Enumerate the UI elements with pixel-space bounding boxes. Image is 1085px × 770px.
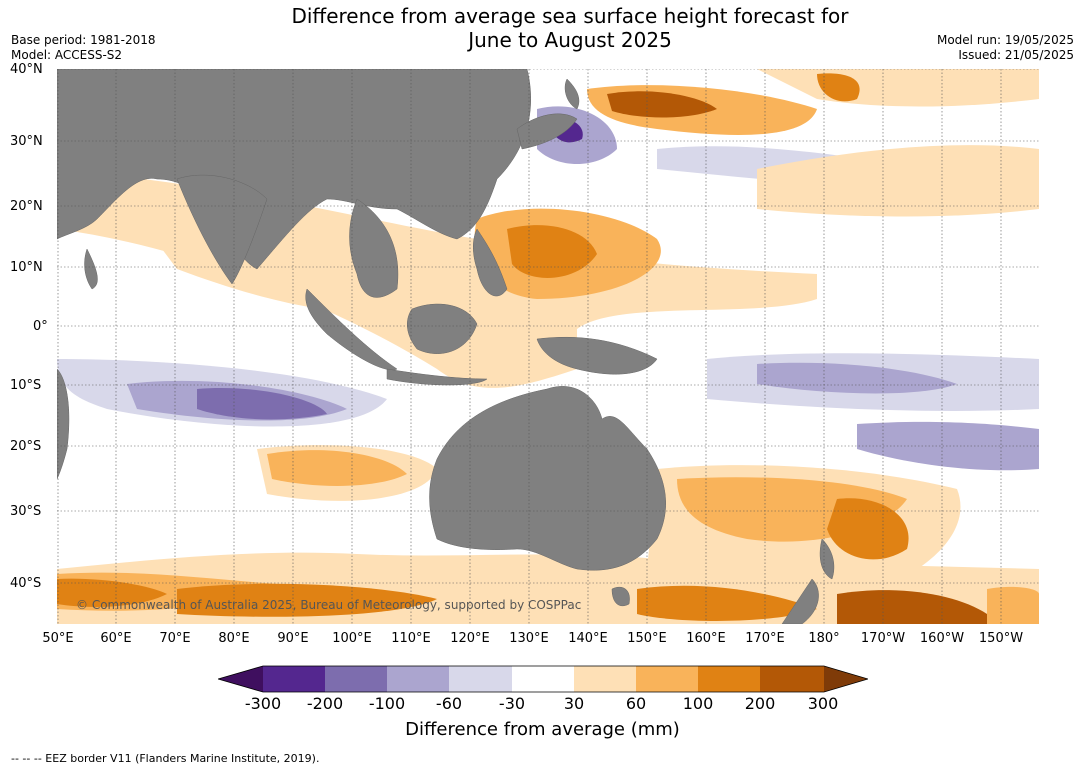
lon-label-120e: 120°E xyxy=(450,631,490,646)
colorbar-title: Difference from average (mm) xyxy=(405,719,680,740)
colorbar-segment xyxy=(449,666,512,692)
lat-label-10n: 10°N xyxy=(10,260,43,275)
colorbar-segment xyxy=(263,666,325,692)
title-line-1: Difference from average sea surface heig… xyxy=(291,4,849,28)
lat-label-0: 0° xyxy=(33,319,48,334)
lon-label-150w: 150°W xyxy=(978,631,1024,646)
lon-label-160w: 160°W xyxy=(919,631,965,646)
model-run-label: Model run: 19/05/2025 xyxy=(936,33,1074,47)
colorbar-tick: -100 xyxy=(368,694,406,713)
lon-label-60e: 60°E xyxy=(100,631,132,646)
lat-label-10s: 10°S xyxy=(10,378,42,393)
issued-label: Issued: 21/05/2025 xyxy=(958,48,1074,62)
colorbar-min-extend xyxy=(218,666,263,692)
lat-label-30s: 30°S xyxy=(10,504,42,519)
lat-label-20s: 20°S xyxy=(10,439,42,454)
lat-label-30n: 30°N xyxy=(10,134,43,149)
lon-label-150e: 150°E xyxy=(627,631,667,646)
lon-label-110e: 110°E xyxy=(391,631,431,646)
colorbar-tick: 30 xyxy=(563,694,585,713)
graticule xyxy=(57,69,1039,624)
model-label: Model: ACCESS-S2 xyxy=(11,48,123,62)
colorbar-segment xyxy=(698,666,760,692)
colorbar-segment xyxy=(325,666,387,692)
lon-label-170w: 170°W xyxy=(860,631,906,646)
colorbar-segment xyxy=(760,666,824,692)
lon-label-50e: 50°E xyxy=(42,631,74,646)
colorbar-segment xyxy=(512,666,574,692)
lat-label-40n: 40°N xyxy=(10,62,43,77)
colorbar-tick: -300 xyxy=(244,694,282,713)
map-svg xyxy=(57,69,1039,624)
lon-label-140e: 140°E xyxy=(568,631,608,646)
lon-label-80e: 80°E xyxy=(218,631,250,646)
map-title: Difference from average sea surface heig… xyxy=(0,4,1085,52)
lon-label-130e: 130°E xyxy=(509,631,549,646)
colorbar-segment xyxy=(574,666,636,692)
colorbar-tick: 200 xyxy=(744,694,776,713)
land xyxy=(57,69,835,624)
copyright-notice: © Commonwealth of Australia 2025, Bureau… xyxy=(76,598,582,612)
forecast-map xyxy=(57,69,1039,624)
colorbar-max-extend xyxy=(824,666,868,692)
colorbar-segment xyxy=(387,666,449,692)
colorbar-tick: -30 xyxy=(498,694,526,713)
base-period-label: Base period: 1981-2018 xyxy=(11,33,156,47)
colorbar-tick: 300 xyxy=(807,694,839,713)
lat-label-40s: 40°S xyxy=(10,576,42,591)
lon-label-170e: 170°E xyxy=(745,631,785,646)
lon-label-160e: 160°E xyxy=(686,631,726,646)
colorbar-tick: -60 xyxy=(435,694,463,713)
colorbar-segment xyxy=(636,666,698,692)
lon-label-100e: 100°E xyxy=(332,631,372,646)
colorbar-tick: 60 xyxy=(625,694,647,713)
colorbar-tick: 100 xyxy=(682,694,714,713)
lat-label-20n: 20°N xyxy=(10,199,43,214)
title-line-2: June to August 2025 xyxy=(468,28,672,52)
colorbar-tick: -200 xyxy=(306,694,344,713)
lon-label-90e: 90°E xyxy=(277,631,309,646)
anomaly-fields xyxy=(57,69,1039,624)
colorbar xyxy=(218,665,868,693)
lon-label-180: 180° xyxy=(808,631,840,646)
lon-label-70e: 70°E xyxy=(159,631,191,646)
eez-footnote: -- -- -- EEZ border V11 (Flanders Marine… xyxy=(11,752,320,765)
